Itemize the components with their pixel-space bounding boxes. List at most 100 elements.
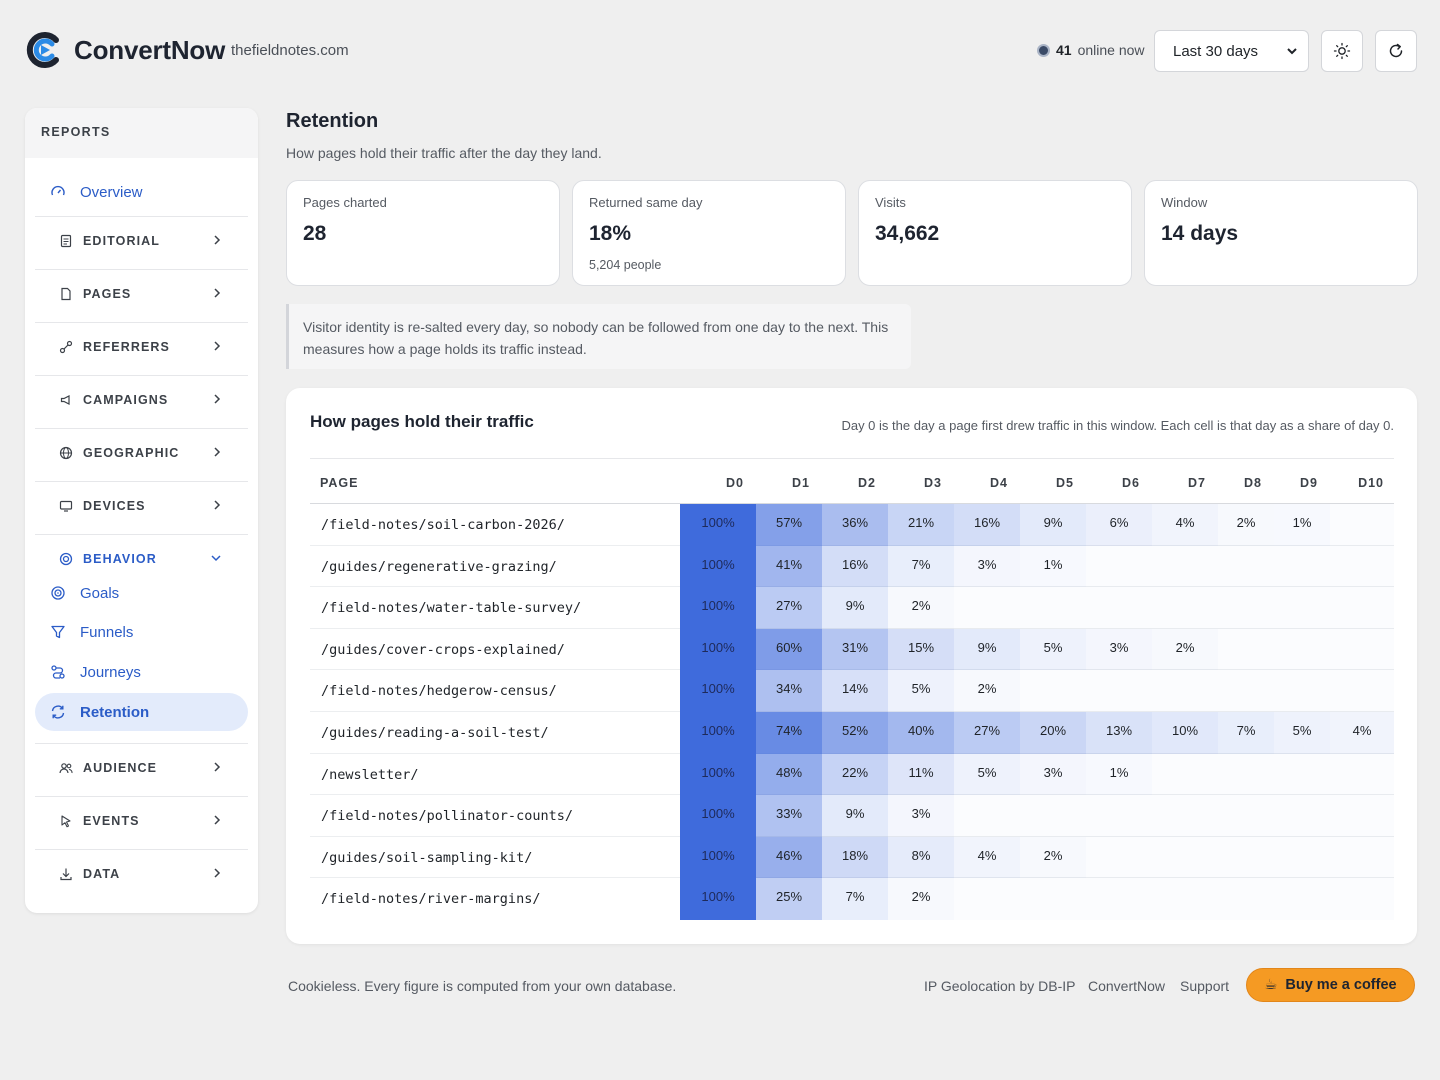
stat-card-returned-same-day: Returned same day 18% 5,204 people (572, 180, 846, 286)
gauge-icon (51, 185, 65, 196)
sidebar-group-events[interactable]: EVENTS (35, 801, 248, 841)
heat-cell: 8% (888, 836, 954, 879)
heat-cell (1152, 795, 1218, 837)
sidebar-item-funnels[interactable]: Funnels (35, 613, 248, 651)
heat-cell: 1% (1086, 753, 1152, 796)
heat-cell: 100% (680, 670, 756, 712)
heat-cell: 100% (680, 795, 756, 837)
sidebar-heading: REPORTS (25, 108, 258, 158)
row-page-path: /newsletter/ (321, 766, 419, 783)
chevron-right-icon (214, 500, 221, 510)
sidebar-item-goals[interactable]: Goals (35, 574, 248, 612)
column-header-d4: D4 (990, 476, 1008, 490)
heat-cell: 27% (756, 587, 822, 629)
heat-cell (1330, 670, 1394, 712)
heat-cell (1330, 837, 1394, 879)
sidebar-group-devices[interactable]: DEVICES (35, 486, 248, 526)
heat-cell (1086, 670, 1152, 712)
target-icon (51, 586, 65, 600)
table-row[interactable]: /newsletter/100% 48% 22% 11% 5% 3% 1% (310, 753, 1394, 796)
heat-cell (954, 587, 1020, 629)
sidebar-group-label: BEHAVIOR (83, 552, 157, 566)
column-header-page: PAGE (320, 476, 359, 490)
heat-cell: 5% (888, 670, 954, 712)
heat-cell: 100% (680, 878, 756, 920)
heat-cell (1274, 629, 1330, 671)
heat-cell: 7% (822, 878, 888, 920)
chevron-right-icon (214, 762, 221, 772)
sidebar-item-retention[interactable]: Retention (35, 693, 248, 731)
sidebar-group-campaigns[interactable]: CAMPAIGNS (35, 380, 248, 420)
table-row[interactable]: /guides/cover-crops-explained/100% 60% 31%… (310, 628, 1394, 671)
heat-cell (1274, 546, 1330, 588)
table-header: PAGE D0 D1 D2 D3 D4 D5 D6 D7 D8 D9 D10 (310, 458, 1394, 504)
heat-cell: 100% (680, 836, 756, 879)
heat-cell: 7% (1218, 711, 1274, 754)
chevron-right-icon (214, 288, 221, 298)
heat-cell (1274, 878, 1330, 920)
refresh-cycle-icon (51, 705, 65, 719)
table-row[interactable]: /field-notes/river-margins/100% 25% 7% 2% (310, 878, 1394, 920)
sidebar-group-editorial[interactable]: EDITORIAL (35, 221, 248, 261)
table-row[interactable]: /field-notes/pollinator-counts/100% 33% 9%… (310, 795, 1394, 837)
date-range-select[interactable]: Last 30 days (1154, 30, 1309, 72)
heat-cell (1330, 629, 1394, 671)
sidebar-group-audience[interactable]: AUDIENCE (35, 748, 248, 788)
heat-cell: 57% (756, 504, 822, 546)
sidebar-group-referrers[interactable]: REFERRERS (35, 327, 248, 367)
heat-cell: 100% (680, 753, 756, 796)
chevron-right-icon (214, 394, 221, 404)
page-subtitle: How pages hold their traffic after the d… (286, 145, 602, 161)
table-row[interactable]: /field-notes/soil-carbon-2026/100% 57% 36%… (310, 504, 1394, 546)
page-title: Retention (286, 110, 379, 132)
buy-coffee-button[interactable]: ☕ Buy me a coffee (1246, 968, 1415, 1002)
heat-cell (1152, 546, 1218, 588)
row-page-path: /field-notes/hedgerow-census/ (321, 683, 557, 700)
coffee-icon: ☕ (1264, 977, 1278, 993)
column-header-d5: D5 (1056, 476, 1074, 490)
row-page-path: /guides/regenerative-grazing/ (321, 558, 557, 575)
heat-cell (1274, 795, 1330, 837)
download-icon (60, 868, 72, 881)
sidebar-group-behavior[interactable]: BEHAVIOR (35, 539, 248, 579)
convertnow-logo-icon[interactable] (26, 31, 62, 69)
stat-value: 28 (303, 222, 327, 245)
sidebar-item-overview[interactable]: Overview (35, 168, 248, 216)
table-row[interactable]: /field-notes/hedgerow-census/100% 34% 14% 5… (310, 670, 1394, 712)
heat-cell (1086, 546, 1152, 588)
heat-cell: 20% (1020, 711, 1086, 754)
table-row[interactable]: /guides/regenerative-grazing/100% 41% 16% 7… (310, 545, 1394, 588)
stat-label: Returned same day (589, 195, 703, 210)
sidebar-item-label: Retention (80, 703, 150, 721)
heat-cell: 16% (822, 545, 888, 588)
heat-cell (1218, 795, 1274, 837)
heat-cell (1330, 546, 1394, 588)
footer-link-convertnow[interactable]: ConvertNow (1088, 978, 1166, 994)
retention-table: PAGE D0 D1 D2 D3 D4 D5 D6 D7 D8 D9 D10 /field-note… (310, 458, 1394, 920)
theme-toggle-button[interactable] (1321, 30, 1363, 72)
refresh-button[interactable] (1375, 30, 1417, 72)
heat-cell: 27% (954, 711, 1020, 754)
heat-cell: 13% (1086, 711, 1152, 754)
column-header-d8: D8 (1244, 476, 1262, 490)
table-row[interactable]: /guides/soil-sampling-kit/100% 46% 18% 8% 4%… (310, 836, 1394, 879)
heat-cell: 5% (954, 753, 1020, 796)
sidebar-group-data[interactable]: DATA (35, 854, 248, 894)
brand-name[interactable]: ConvertNow (74, 35, 226, 65)
heat-cell (1218, 837, 1274, 879)
column-header-d10: D10 (1358, 476, 1384, 490)
row-page-path: /guides/cover-crops-explained/ (321, 641, 565, 658)
table-row[interactable]: /guides/reading-a-soil-test/100% 74% 52% 40… (310, 711, 1394, 754)
heat-cell: 31% (822, 628, 888, 671)
sidebar-item-journeys[interactable]: Journeys (35, 653, 248, 691)
table-body: /field-notes/soil-carbon-2026/100% 57% 36%… (310, 504, 1394, 920)
stat-subtext: 5,204 people (589, 258, 662, 272)
footer-link-geolocation[interactable]: IP Geolocation by DB-IP (924, 978, 1076, 994)
footer-link-support[interactable]: Support (1180, 978, 1230, 994)
chevron-down-icon (1287, 48, 1297, 55)
sidebar-group-geographic[interactable]: GEOGRAPHIC (35, 433, 248, 473)
sidebar-group-pages[interactable]: PAGES (35, 274, 248, 314)
heat-cell (1274, 587, 1330, 629)
table-row[interactable]: /field-notes/water-table-survey/100% 27% 9… (310, 587, 1394, 629)
column-header-d2: D2 (858, 476, 876, 490)
